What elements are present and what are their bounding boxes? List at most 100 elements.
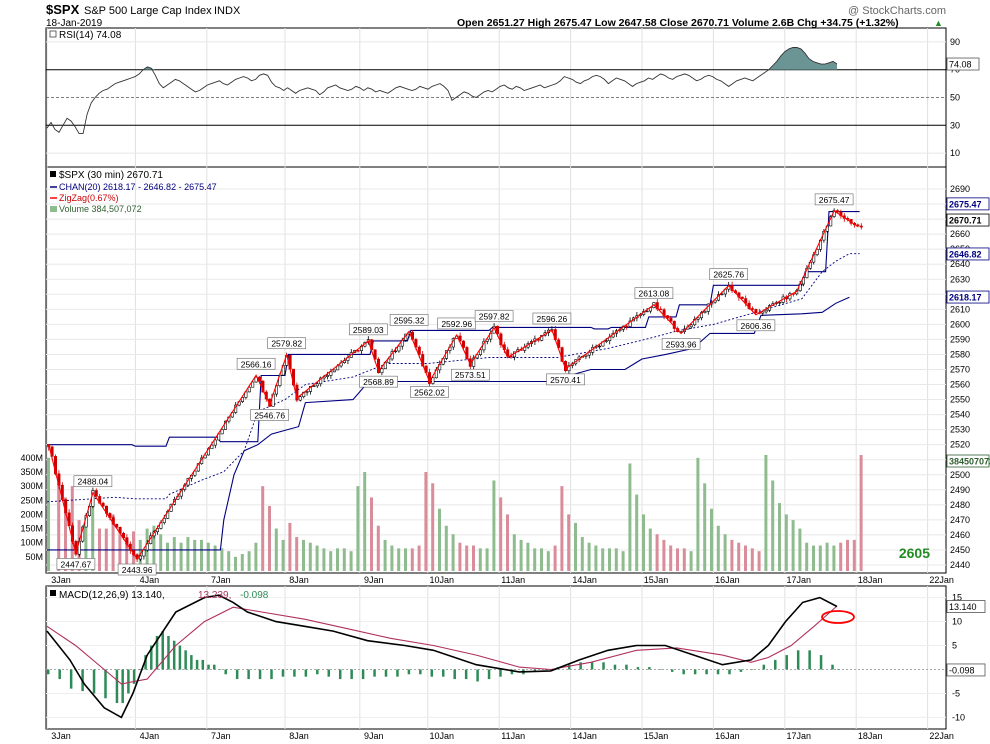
- volume-bar: [682, 548, 686, 571]
- volume-bar: [431, 483, 435, 571]
- volume-bar: [84, 520, 88, 571]
- candle-body: [329, 371, 333, 376]
- volume-bar: [614, 548, 618, 571]
- macd-histogram-bar: [808, 650, 811, 670]
- macd-histogram-bar: [739, 669, 743, 672]
- volume-bar: [451, 534, 455, 571]
- macd-line: [46, 594, 838, 719]
- volume-bar: [771, 480, 775, 571]
- volume-bar: [118, 534, 122, 571]
- volume-tick-label: 50M: [25, 552, 43, 562]
- macd-histogram-bar: [419, 669, 422, 675]
- macd-histogram-bar: [831, 664, 834, 670]
- price-tick-label: 2500: [950, 470, 970, 480]
- x-tick-label: 9Jan: [364, 575, 384, 585]
- macd-histogram-bar: [150, 645, 153, 670]
- zigzag-label: 2625.76: [713, 270, 744, 280]
- volume-bar: [608, 548, 611, 571]
- volume-tick-label: 300M: [20, 481, 43, 491]
- volume-bar: [710, 508, 713, 571]
- volume-bar: [662, 539, 666, 571]
- rsi-legend-text: RSI(14) 74.08: [59, 30, 122, 41]
- zigzag-label: 2596.26: [537, 314, 568, 324]
- rsi-value-tag-box: [946, 57, 980, 71]
- volume-bar: [329, 551, 333, 571]
- volume-bar: [220, 548, 224, 571]
- macd-value-tag-box: [946, 600, 986, 613]
- macd-hist-tag-box: [946, 663, 986, 677]
- candle-body: [478, 349, 482, 355]
- x-tick-label: 22Jan: [929, 575, 954, 585]
- candle-body: [764, 309, 768, 313]
- volume-bar: [580, 537, 584, 571]
- volume-tag: 384507072: [949, 457, 990, 467]
- candle-body: [380, 368, 384, 374]
- candle-body: [387, 358, 391, 363]
- zigzag-label: 2447.67: [61, 559, 92, 569]
- macd-histogram-bar: [195, 659, 199, 670]
- macd-histogram-bar: [476, 669, 479, 682]
- macd-histogram-bar: [453, 669, 456, 680]
- candle-body: [101, 502, 105, 507]
- zigzag-label-box: [814, 193, 854, 206]
- macd-histogram-bar: [304, 669, 308, 677]
- volume-bar: [533, 548, 537, 571]
- channel-legend-text: CHAN(20) 2618.17 - 2646.82 - 2675.47: [59, 182, 217, 192]
- rsi-legend: RSI(14) 74.08: [49, 30, 122, 41]
- volume-bar: [642, 514, 645, 571]
- macd-histogram-bar: [167, 635, 170, 670]
- volume-bar: [744, 545, 747, 571]
- macd-histogram-bar: [327, 669, 331, 677]
- zigzag-label-box: [736, 319, 776, 332]
- macd-histogram-bar: [785, 655, 788, 670]
- volume-bar: [492, 480, 496, 571]
- volume-bar: [812, 545, 815, 571]
- macd-histogram-bar: [384, 669, 388, 677]
- candle-body: [754, 309, 758, 313]
- price-tick-label: 2630: [950, 274, 970, 284]
- macd-histogram-bar: [693, 669, 697, 675]
- volume-bar: [574, 522, 577, 571]
- zigzag-label-box: [474, 310, 514, 322]
- macd-histogram-bar: [69, 669, 73, 689]
- zigzag-label: 2593.96: [666, 339, 697, 349]
- candle-body: [859, 225, 863, 228]
- macd-histogram-bar: [201, 659, 205, 670]
- volume-tick-label: 100M: [20, 538, 43, 548]
- volume-bar: [234, 556, 237, 571]
- volume-bar: [410, 548, 414, 571]
- price-tick-label: 2520: [950, 440, 970, 450]
- price-legend-swatch: [50, 171, 56, 177]
- volume-bar: [560, 486, 564, 571]
- exchange-label: INDX: [214, 5, 241, 17]
- candle-body: [597, 345, 601, 348]
- volume-bar: [64, 497, 67, 571]
- macd-histogram-bar: [293, 669, 296, 677]
- macd-histogram-bar: [510, 669, 514, 675]
- x-tick-label-macd: 7Jan: [211, 731, 231, 741]
- price-tick-label: 2550: [950, 395, 970, 405]
- candle-body: [142, 549, 146, 557]
- macd-histogram-bar: [670, 669, 674, 672]
- macd-histogram-bar: [58, 669, 61, 680]
- price-tick-label: 2560: [950, 380, 970, 390]
- volume-bar: [438, 508, 441, 571]
- volume-bar: [696, 457, 700, 571]
- rsi-tick-label: 10: [950, 148, 960, 158]
- price-tick-label: 2610: [950, 304, 970, 314]
- volume-bar: [227, 551, 231, 571]
- macd-value-tag: 13.140: [949, 602, 977, 612]
- volume-bar: [159, 534, 163, 571]
- middle-channel-tag-box: [946, 247, 990, 261]
- volume-bar: [519, 539, 523, 571]
- candle-body: [193, 470, 197, 476]
- volume-bar: [281, 539, 285, 571]
- macd-histogram-bar: [235, 669, 239, 680]
- volume-bar: [424, 471, 428, 571]
- volume-bar: [567, 514, 571, 571]
- macd-histogram-bar: [567, 664, 571, 670]
- volume-bar: [458, 542, 462, 571]
- volume-bar: [730, 539, 734, 571]
- macd-legend-hist: -0.098: [240, 590, 269, 601]
- candle-body: [431, 377, 435, 384]
